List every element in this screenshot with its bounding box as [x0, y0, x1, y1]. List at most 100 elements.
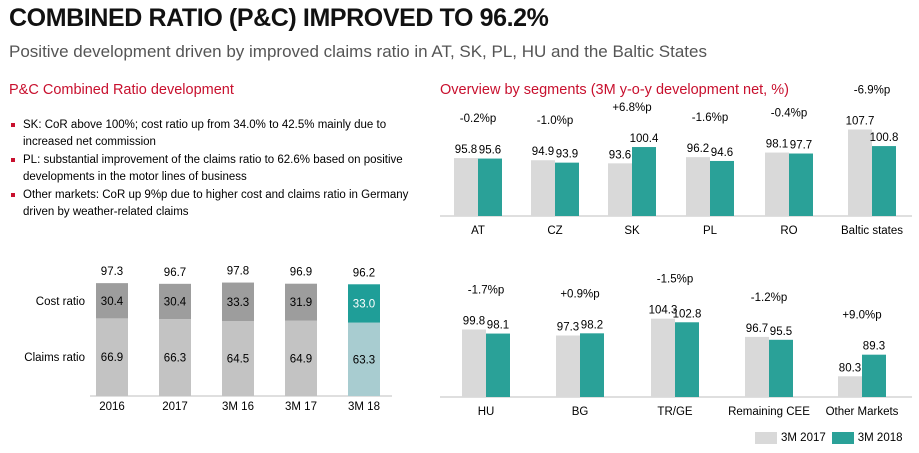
claims-ratio-bar	[285, 320, 317, 396]
segment-x-tick-label: Baltic states	[841, 225, 903, 237]
bar-3m-2018	[580, 333, 604, 397]
legend-swatch	[831, 432, 854, 444]
segment-x-tick-label: BG	[572, 406, 589, 418]
combined-ratio-total-label: 97.8	[227, 266, 249, 278]
claims-ratio-label: 64.5	[227, 354, 249, 366]
claims-ratio-label: 66.3	[164, 353, 186, 365]
bar-3m-2017	[745, 336, 769, 397]
value-label-2017: 94.9	[532, 146, 554, 158]
legend-label: 3M 2017	[781, 432, 826, 444]
yoy-change-label: -1.0%p	[537, 115, 573, 127]
claims-ratio-bar	[222, 321, 254, 396]
combined-ratio-total-label: 96.9	[290, 267, 312, 279]
legend: 3M 2017 3M 2018	[755, 432, 909, 444]
segment-x-tick-label: HU	[478, 406, 495, 418]
value-label-2017: 96.7	[746, 323, 768, 335]
claims-ratio-bar	[348, 322, 380, 396]
value-label-2017: 107.7	[846, 116, 875, 128]
segment-x-tick-label: Remaining CEE	[728, 406, 810, 418]
yoy-change-label: +6.8%p	[612, 102, 651, 114]
bar-3m-2018	[769, 339, 793, 397]
segment-x-tick-label: RO	[780, 225, 797, 237]
bar-3m-2017	[765, 152, 789, 216]
value-label-2018: 93.9	[556, 149, 578, 161]
bullet-item: Other markets: CoR up 9%p due to higher …	[9, 187, 409, 220]
value-label-2018: 98.1	[487, 320, 509, 332]
value-label-2018: 100.4	[630, 133, 659, 145]
left-x-tick-label: 3M 16	[222, 401, 254, 413]
cost-ratio-label: 33.3	[227, 297, 249, 309]
segment-x-tick-label: Other Markets	[826, 406, 899, 418]
value-label-2018: 95.6	[479, 145, 501, 157]
yoy-change-label: -0.4%p	[771, 108, 807, 120]
value-label-2018: 97.7	[790, 140, 812, 152]
combined-ratio-total-label: 97.3	[101, 266, 123, 278]
bar-3m-2018	[872, 146, 896, 216]
value-label-2017: 95.8	[455, 144, 477, 156]
cost-ratio-bar	[159, 283, 191, 320]
bar-3m-2017	[608, 163, 632, 216]
yoy-change-label: -0.2%p	[460, 113, 496, 125]
value-label-2017: 104.3	[649, 305, 678, 317]
bar-3m-2017	[651, 318, 675, 397]
yoy-change-label: -1.6%p	[692, 112, 728, 124]
bar-3m-2018	[862, 354, 886, 397]
legend-swatch	[755, 432, 777, 444]
value-label-2018: 100.8	[870, 132, 899, 144]
segment-x-tick-label: PL	[703, 225, 718, 237]
value-label-2017: 93.6	[609, 149, 631, 161]
combined-ratio-total-label: 96.7	[164, 267, 186, 279]
cost-ratio-row-label: Cost ratio	[36, 296, 85, 308]
legend-label: 3M 2018	[857, 432, 903, 444]
segment-x-tick-label: SK	[624, 225, 640, 237]
bullet-item: SK: CoR above 100%; cost ratio up from 3…	[9, 117, 409, 150]
left-x-tick-label: 2017	[162, 401, 188, 413]
yoy-change-label: +9.0%p	[842, 310, 881, 322]
segment-x-tick-label: TR/GE	[657, 406, 692, 418]
value-label-2017: 80.3	[839, 362, 861, 374]
bar-3m-2018	[632, 147, 656, 216]
cost-ratio-label: 31.9	[290, 297, 312, 309]
claims-ratio-label: 66.9	[101, 352, 123, 364]
legend-item-2018: 3M 2018	[831, 432, 903, 444]
bar-3m-2017	[531, 160, 555, 216]
combined-ratio-total-label: 96.2	[353, 267, 375, 279]
right-section-title: Overview by segments (3M y-o-y developme…	[440, 82, 789, 98]
yoy-change-label: +0.9%p	[560, 288, 599, 300]
claims-ratio-label: 63.3	[353, 354, 375, 366]
left-x-tick-label: 2016	[99, 401, 125, 413]
cost-ratio-bar	[285, 283, 317, 321]
bar-3m-2017	[454, 158, 478, 216]
bar-3m-2018	[486, 333, 510, 397]
cost-ratio-label: 33.0	[353, 298, 375, 310]
value-label-2018: 89.3	[863, 341, 885, 353]
claims-ratio-bar	[159, 319, 191, 396]
page-subtitle: Positive development driven by improved …	[9, 42, 707, 61]
bar-3m-2017	[556, 335, 580, 397]
left-section-title: P&C Combined Ratio development	[9, 82, 234, 98]
value-label-2018: 98.2	[581, 319, 603, 331]
yoy-change-label: -6.9%p	[854, 85, 890, 97]
legend-item-2017: 3M 2017	[755, 432, 826, 444]
bar-3m-2017	[848, 129, 872, 216]
segment-x-tick-label: CZ	[547, 225, 562, 237]
bar-3m-2017	[686, 157, 710, 216]
bar-3m-2017	[462, 329, 486, 397]
value-label-2017: 99.8	[463, 315, 485, 327]
claims-ratio-row-label: Claims ratio	[24, 352, 85, 364]
cost-ratio-label: 30.4	[101, 296, 124, 308]
left-x-tick-label: 3M 17	[285, 401, 317, 413]
value-label-2018: 94.6	[711, 147, 733, 159]
yoy-change-label: -1.5%p	[657, 274, 693, 286]
value-label-2017: 97.3	[557, 321, 579, 333]
page-title: COMBINED RATIO (P&C) IMPROVED TO 96.2%	[9, 4, 549, 32]
bar-3m-2018	[675, 322, 699, 397]
claims-ratio-bar	[96, 318, 128, 396]
bar-3m-2018	[710, 160, 734, 216]
segment-x-tick-label: AT	[471, 225, 485, 237]
cost-ratio-bar	[348, 284, 380, 323]
cost-ratio-label: 30.4	[164, 296, 187, 308]
yoy-change-label: -1.2%p	[751, 292, 787, 304]
cost-ratio-bar	[96, 283, 128, 319]
